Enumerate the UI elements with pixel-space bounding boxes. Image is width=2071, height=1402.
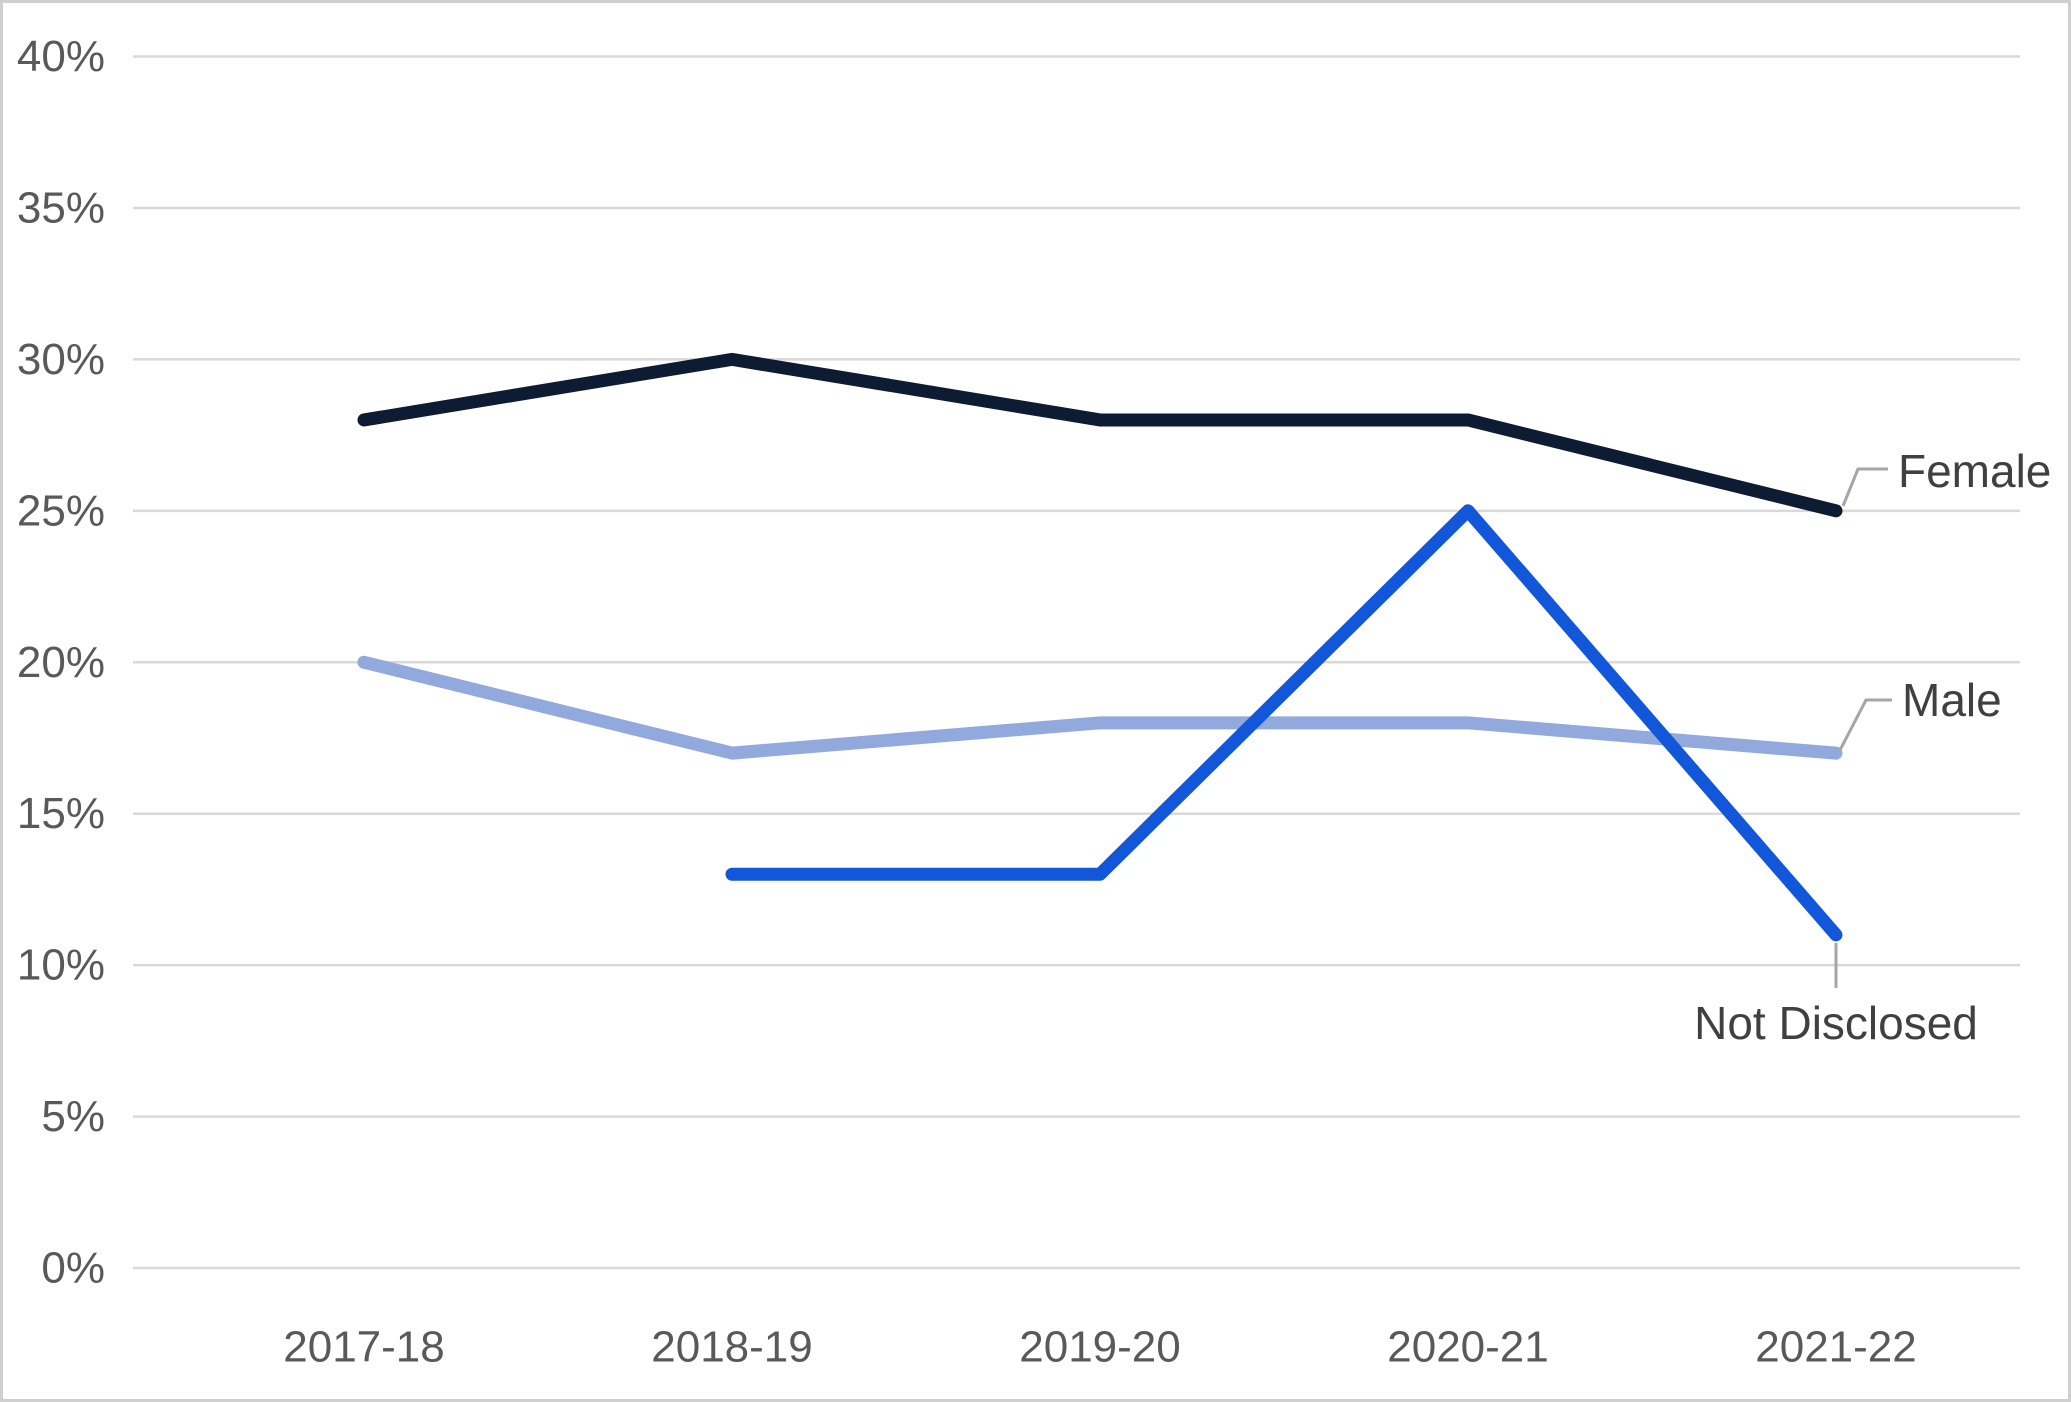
y-tick-label: 5% — [41, 1092, 105, 1141]
series-lines — [357, 352, 1843, 942]
y-tick-label: 20% — [17, 638, 105, 687]
leader-lines — [1834, 467, 1892, 988]
y-axis-labels: 0% 5% 10% 15% 20% 25% 30% 35% 40% — [17, 32, 105, 1293]
x-axis-labels: 2017-18 2018-19 2019-20 2020-21 2021-22 — [283, 1323, 1916, 1372]
y-tick-label: 0% — [41, 1244, 105, 1293]
y-tick-label: 35% — [17, 183, 105, 232]
y-tick-label: 10% — [17, 941, 105, 990]
x-tick-label: 2018-19 — [651, 1323, 812, 1372]
y-tick-label: 15% — [17, 789, 105, 838]
series-line-female — [357, 352, 1843, 518]
x-tick-label: 2020-21 — [1387, 1323, 1548, 1372]
leader-line — [1837, 698, 1892, 753]
series-line-not-disclosed — [725, 504, 1843, 942]
x-tick-label: 2017-18 — [283, 1323, 444, 1372]
series-line-male — [357, 655, 1843, 760]
series-label-male: Male — [1902, 674, 2002, 726]
y-tick-label: 40% — [17, 32, 105, 81]
leader-line — [1841, 467, 1888, 507]
series-label-not-disclosed: Not Disclosed — [1694, 997, 1978, 1049]
gridlines — [133, 55, 2020, 1270]
y-tick-label: 25% — [17, 486, 105, 535]
x-tick-label: 2019-20 — [1019, 1323, 1180, 1372]
series-labels: Female Male Not Disclosed — [1694, 445, 2051, 1049]
y-tick-label: 30% — [17, 335, 105, 384]
x-tick-label: 2021-22 — [1755, 1323, 1916, 1372]
series-label-female: Female — [1898, 445, 2051, 497]
